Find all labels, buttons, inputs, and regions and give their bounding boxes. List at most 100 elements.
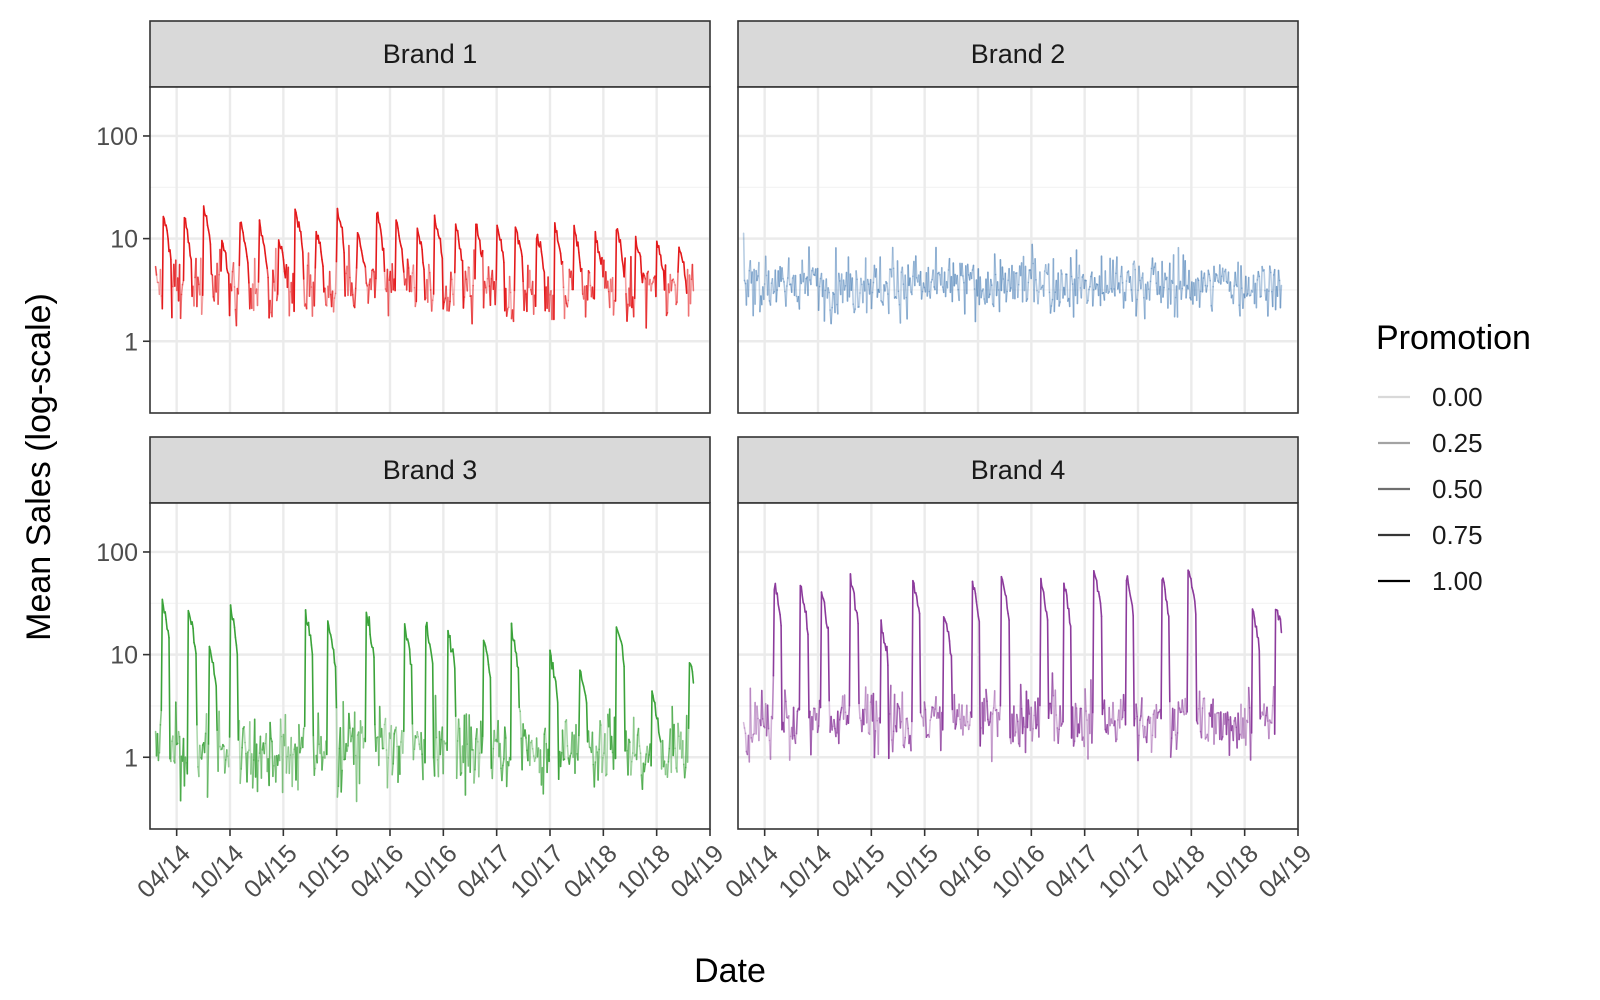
- series-segment: [833, 293, 836, 314]
- series-segment: [827, 626, 831, 702]
- series-segment: [666, 760, 670, 779]
- series-segment: [976, 608, 980, 618]
- series-segment: [180, 283, 184, 296]
- series-segment: [1140, 276, 1143, 290]
- series-segment: [911, 579, 914, 723]
- series-segment: [1047, 702, 1051, 720]
- series-segment: [935, 246, 938, 295]
- series-segment: [265, 260, 269, 270]
- series-segment: [474, 223, 477, 280]
- series-segment: [426, 278, 429, 304]
- series-segment: [1116, 719, 1119, 741]
- series-segment: [873, 729, 877, 759]
- series-segment: [1173, 708, 1177, 736]
- series-segment: [1152, 266, 1156, 276]
- series-segment: [661, 739, 665, 768]
- series-segment: [1190, 577, 1193, 589]
- series-segment: [954, 723, 958, 730]
- series-segment: [225, 749, 228, 761]
- series-segment: [923, 701, 927, 711]
- series-segment: [887, 268, 891, 315]
- series-segment: [680, 739, 684, 759]
- series-segment: [505, 308, 509, 317]
- series-segment: [1147, 715, 1151, 725]
- series-segment: [683, 766, 687, 779]
- series-segment: [834, 727, 837, 738]
- series-segment: [500, 238, 503, 252]
- series-segment: [572, 224, 575, 291]
- series-segment: [912, 260, 915, 278]
- series-segment: [251, 283, 254, 310]
- series-segment: [842, 279, 846, 291]
- series-segment: [784, 290, 787, 307]
- series-segment: [321, 756, 324, 771]
- series-segment: [1161, 260, 1164, 298]
- series-segment: [842, 694, 846, 720]
- series-segment: [568, 755, 572, 765]
- series-segment: [562, 758, 566, 761]
- series-segment: [876, 719, 880, 756]
- series-segment: [1145, 281, 1149, 300]
- series-segment: [810, 715, 813, 756]
- series-segment: [686, 727, 690, 763]
- series-segment: [747, 269, 751, 298]
- series-segment: [1199, 270, 1203, 293]
- series-segment: [819, 591, 823, 709]
- series-segment: [1260, 711, 1263, 718]
- series-segment: [754, 701, 757, 735]
- series-segment: [675, 767, 678, 773]
- series-segment: [684, 714, 688, 769]
- series-segment: [691, 670, 695, 684]
- series-segment: [1127, 270, 1131, 284]
- series-segment: [319, 241, 322, 253]
- series-segment: [623, 257, 626, 278]
- series-segment: [667, 283, 671, 294]
- series-segment: [1006, 607, 1009, 615]
- series-segment: [1126, 270, 1130, 274]
- series-segment: [559, 252, 563, 265]
- series-segment: [1266, 288, 1269, 317]
- series-segment: [765, 274, 769, 296]
- series-segment: [1206, 269, 1210, 287]
- series-segment: [578, 251, 581, 264]
- series-segment: [1247, 276, 1251, 297]
- series-segment: [177, 730, 181, 738]
- series-segment: [843, 694, 847, 714]
- series-segment: [424, 297, 427, 301]
- series-segment: [1168, 262, 1171, 290]
- series-segment: [1205, 733, 1209, 739]
- series-segment: [791, 274, 795, 279]
- series-segment: [1145, 719, 1149, 744]
- series-segment: [606, 280, 610, 293]
- series-segment: [825, 278, 829, 299]
- series-segment: [806, 628, 809, 636]
- series-segment: [672, 723, 675, 757]
- series-segment: [772, 588, 776, 677]
- series-segment: [453, 667, 457, 718]
- series-segment: [354, 267, 358, 290]
- series-segment: [887, 713, 891, 760]
- series-segment: [790, 277, 794, 294]
- series-segment: [803, 272, 806, 295]
- facet-label: Brand 1: [383, 39, 478, 69]
- series-segment: [996, 281, 1000, 291]
- series-segment: [788, 735, 792, 761]
- series-segment: [886, 282, 889, 295]
- series-segment: [1224, 268, 1228, 283]
- series-segment: [769, 282, 773, 306]
- series-segment: [334, 665, 338, 709]
- series-segment: [257, 219, 261, 283]
- series-segment: [837, 718, 841, 745]
- series-segment: [953, 273, 957, 287]
- series-segment: [359, 719, 363, 734]
- series-segment: [960, 262, 963, 277]
- series-segment: [446, 629, 449, 752]
- series-segment: [782, 277, 785, 283]
- series-segment: [993, 689, 997, 712]
- series-segment: [510, 622, 514, 640]
- series-segment: [1120, 265, 1124, 284]
- series-segment: [1138, 265, 1141, 282]
- series-segment: [193, 276, 196, 307]
- panel-3: Brand 311010004/1410/1404/1510/1504/1610…: [96, 436, 729, 904]
- series-segment: [1019, 262, 1023, 277]
